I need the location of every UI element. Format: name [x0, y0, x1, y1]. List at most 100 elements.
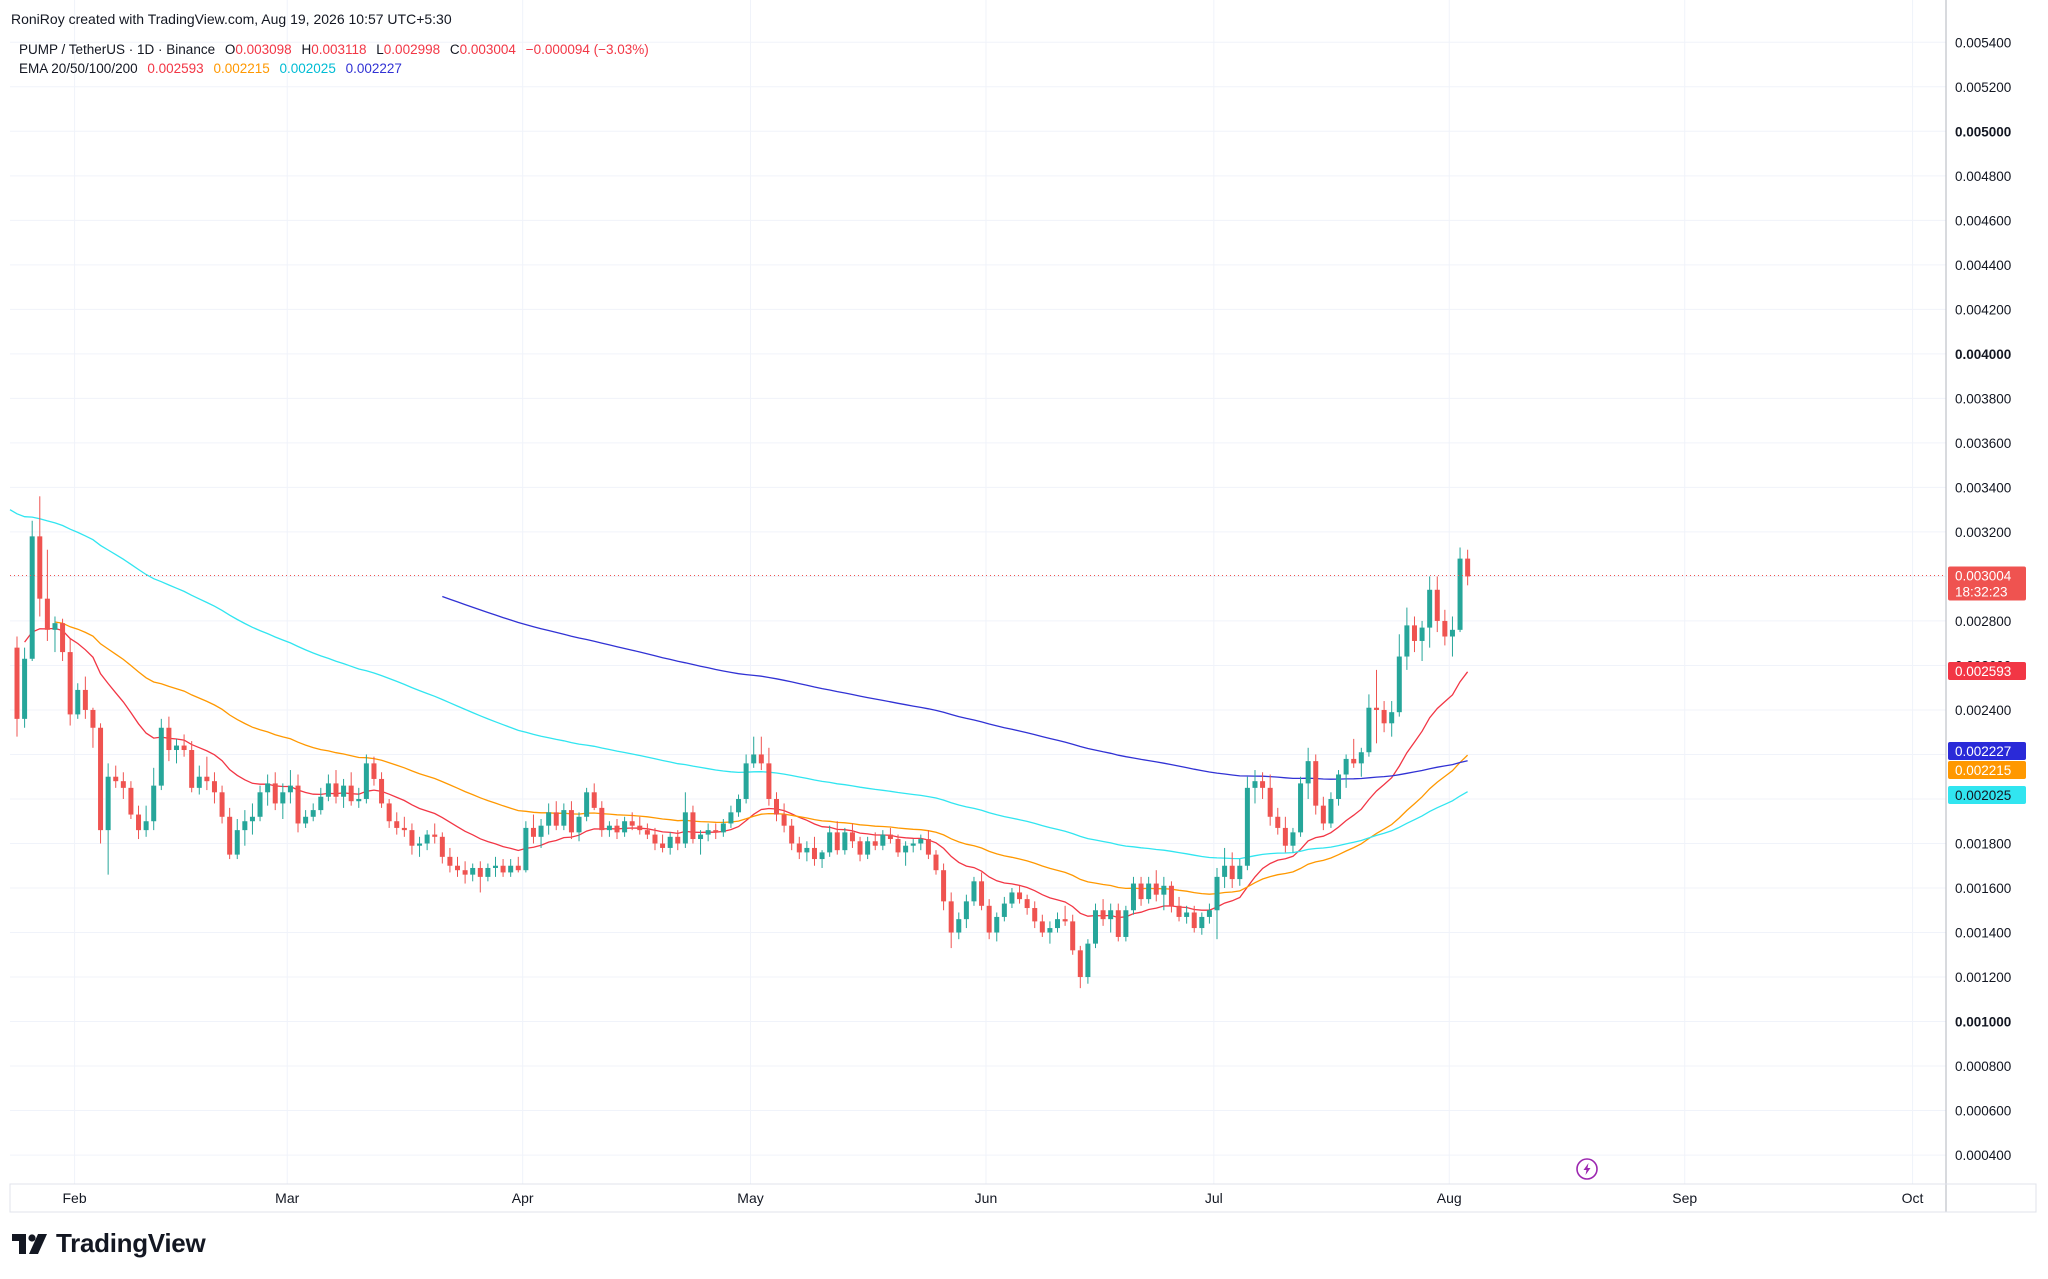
candle-body — [698, 834, 704, 840]
candle — [994, 912, 1000, 942]
candle — [1305, 747, 1311, 799]
candle-body — [1389, 712, 1395, 724]
candle-body — [234, 830, 240, 855]
candle — [895, 834, 901, 857]
candle-body — [439, 836, 445, 857]
candle-body — [728, 812, 734, 824]
candle — [1092, 903, 1098, 949]
candle-body — [1009, 892, 1015, 904]
candle — [1320, 796, 1326, 831]
candle-body — [1092, 910, 1098, 944]
tradingview-logo[interactable]: TradingView — [12, 1228, 206, 1259]
candle-body — [675, 836, 681, 844]
candle-body — [804, 847, 810, 853]
candle-body — [1267, 787, 1273, 817]
lightning-icon[interactable] — [1576, 1158, 1598, 1180]
candle-body — [1138, 883, 1144, 900]
candle-body — [682, 812, 688, 844]
time-tick-label: Jun — [975, 1190, 998, 1206]
candle-body — [386, 803, 392, 822]
candle-body — [1039, 921, 1045, 933]
candle-body — [986, 905, 992, 933]
candle — [1358, 747, 1364, 777]
price-tick-label: 0.003800 — [1955, 391, 2011, 406]
candle-body — [37, 536, 43, 599]
candle — [424, 830, 430, 851]
candle-body — [667, 836, 673, 848]
candle-body — [872, 841, 878, 846]
candle-body — [827, 832, 833, 853]
ema20-tag-bg — [1948, 662, 2026, 680]
candle-body — [401, 827, 407, 831]
price-tick-label: 0.001600 — [1955, 881, 2011, 896]
candle-body — [614, 825, 620, 833]
candle-body — [963, 901, 969, 920]
candle — [105, 763, 111, 875]
candle — [280, 783, 286, 820]
candle — [462, 861, 468, 884]
candle-body — [1442, 620, 1448, 637]
candle — [363, 754, 369, 804]
candle-body — [1206, 910, 1212, 917]
candle-body — [561, 810, 567, 826]
candle-body — [568, 810, 574, 833]
price-tick-label: 0.004200 — [1955, 302, 2011, 317]
candle-body — [1077, 950, 1083, 978]
ema100-value: 0.002025 — [279, 61, 336, 76]
candle-body — [432, 834, 438, 837]
candle — [181, 734, 187, 757]
candle — [1282, 816, 1288, 853]
symbol-title[interactable]: PUMP / TetherUS · 1D · Binance — [19, 42, 216, 57]
candle-body — [1222, 865, 1228, 877]
candle-body — [720, 823, 726, 833]
price-tick-label: 0.004000 — [1955, 347, 2011, 362]
candle — [690, 805, 696, 844]
time-tick-label: Mar — [275, 1190, 299, 1206]
candle-body — [887, 834, 893, 840]
candle — [1343, 754, 1349, 788]
candle-body — [1085, 943, 1091, 978]
price-tick-label: 0.002800 — [1955, 614, 2011, 629]
candle-body — [849, 832, 855, 842]
candle — [523, 821, 529, 873]
chart-axes — [9, 0, 2037, 1213]
candle — [196, 765, 202, 795]
candle — [720, 819, 726, 837]
candle — [1290, 827, 1296, 853]
candle — [1153, 870, 1159, 902]
ema50-value: 0.002215 — [213, 61, 270, 76]
candle — [963, 894, 969, 929]
candle — [766, 747, 772, 806]
candle-body — [462, 870, 468, 875]
candle-body — [325, 783, 331, 797]
candle-body — [1062, 919, 1068, 922]
ema-label[interactable]: EMA 20/50/100/200 — [19, 61, 138, 76]
candle — [622, 816, 628, 837]
candle — [371, 756, 377, 786]
symbol-row: PUMP / TetherUS · 1D · Binance O0.003098… — [19, 40, 649, 59]
candle-body — [622, 821, 628, 833]
candle-body — [1047, 928, 1053, 933]
time-axis[interactable]: Feb Mar Apr May Jun Jul Aug Sep Oct — [63, 1190, 1924, 1206]
candle-body — [303, 816, 309, 824]
candle — [1237, 859, 1243, 886]
candle — [553, 801, 559, 831]
candle-body — [1024, 899, 1030, 909]
candle — [971, 876, 977, 906]
price-tick-label: 0.001200 — [1955, 970, 2011, 985]
ema200-tag-text: 0.002227 — [1955, 744, 2011, 759]
candle-body — [910, 843, 916, 846]
time-tick-label: Feb — [63, 1190, 87, 1206]
candle — [1085, 939, 1091, 984]
candle — [652, 827, 658, 851]
candle — [90, 707, 96, 748]
candle — [1001, 896, 1007, 922]
candle — [979, 872, 985, 911]
candle-body — [1298, 783, 1304, 833]
candle — [751, 736, 757, 768]
open-value: 0.003098 — [235, 42, 292, 57]
candle-body — [660, 843, 666, 848]
